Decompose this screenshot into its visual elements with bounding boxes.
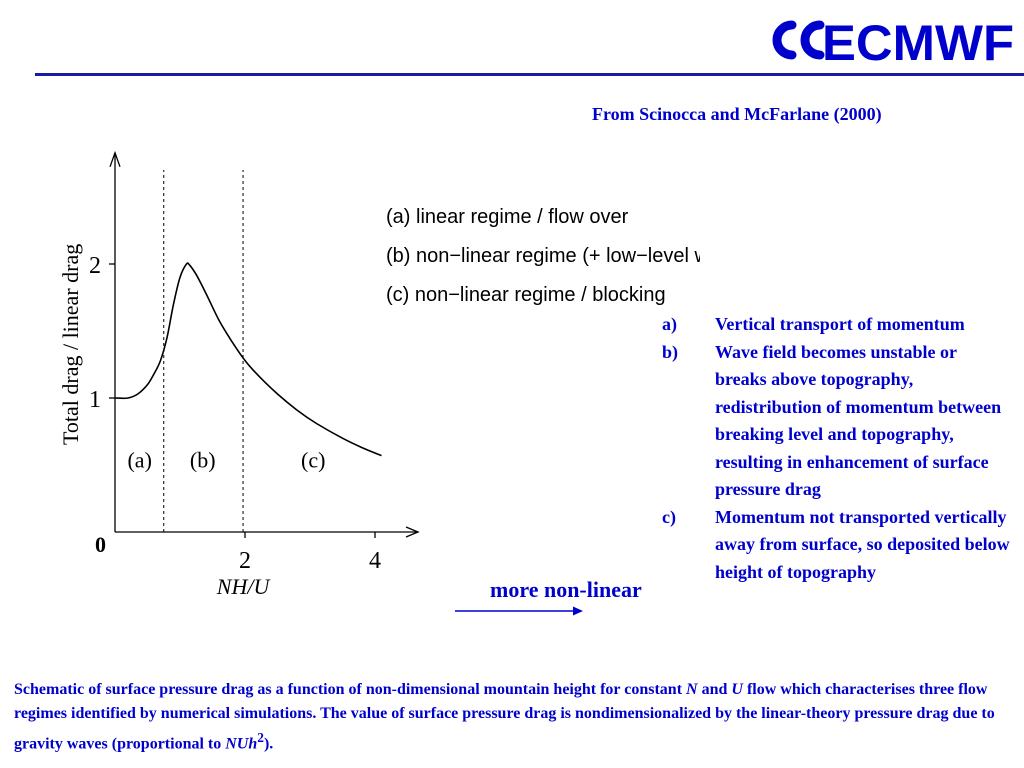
- var-nuh: NUh: [225, 735, 258, 753]
- legend-entry: (a) linear regime / flow over: [386, 206, 629, 228]
- figure-caption: Schematic of surface pressure drag as a …: [14, 681, 995, 753]
- drag-curve: [114, 262, 382, 457]
- right-arrow-icon: [455, 606, 583, 616]
- note-text: Wave field becomes unstable or breaks ab…: [715, 341, 1002, 500]
- note-text: Vertical transport of momentum: [715, 314, 965, 334]
- y-tick-label: 1: [89, 387, 101, 413]
- tick-labels: 2 4 1 2: [89, 253, 381, 574]
- source-citation: From Scinocca and McFarlane (2000): [592, 104, 882, 124]
- note-b: b) Wave field becomes unstable or breaks…: [662, 339, 1012, 504]
- regime-boundaries: [163, 170, 244, 532]
- legend-entry: (b) non−linear regime (+ low−level wave …: [386, 245, 700, 267]
- note-a: a) Vertical transport of momentum: [662, 311, 1012, 339]
- header-rule: [35, 73, 1024, 76]
- y-tick-label: 2: [89, 253, 101, 279]
- regime-notes: a) Vertical transport of momentum b) Wav…: [662, 311, 1012, 586]
- regime-label: (c): [301, 448, 325, 473]
- chart-axes: [109, 150, 420, 538]
- x-axis-arrow: [405, 526, 420, 538]
- chart-legend: (a) linear regime / flow over (b) non−lin…: [386, 206, 700, 306]
- note-marker: c): [662, 506, 676, 527]
- var-n: N: [686, 681, 698, 698]
- drag-chart: 2 4 1 2 0 Total drag / linear drag NH/U (a)…: [58, 150, 700, 599]
- note-marker: b): [662, 341, 679, 362]
- note-c: c) Momentum not transported vertically a…: [662, 504, 1012, 587]
- more-nonlinear-label: more non-linear: [490, 577, 642, 602]
- y-axis-label: Total drag / linear drag: [58, 244, 83, 445]
- x-tick-label: 4: [369, 548, 381, 574]
- x-tick-label: 2: [239, 548, 251, 574]
- origin-label: 0: [95, 532, 106, 557]
- var-u: U: [731, 681, 743, 698]
- regime-labels: (a) (b) (c): [127, 448, 325, 473]
- legend-entry: (c) non−linear regime / blocking: [386, 284, 666, 306]
- note-marker: a): [662, 314, 677, 334]
- regime-label: (a): [127, 448, 151, 473]
- y-axis-arrow: [109, 150, 121, 168]
- note-text: Momentum not transported vertically away…: [715, 506, 1010, 582]
- logo-text: ECMWF: [822, 15, 1014, 66]
- ecmwf-logo: ECMWF: [772, 15, 1014, 66]
- regime-label: (b): [190, 448, 216, 473]
- x-axis-label: NH/U: [216, 574, 272, 599]
